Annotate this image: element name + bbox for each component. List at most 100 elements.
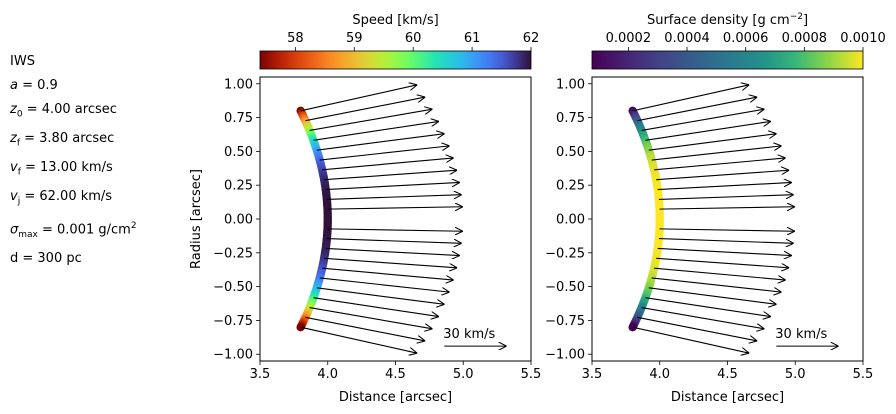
y-tick-label: −0.50 <box>545 280 585 295</box>
y-axis-label: Radius [arcsec] <box>189 169 204 269</box>
y-tick-label: 0.00 <box>556 213 585 228</box>
colorbar-label: Speed [km/s] <box>352 13 438 28</box>
y-tick-label: −1.00 <box>213 348 253 363</box>
param-symbol: z <box>10 131 17 147</box>
param-value: = 4.00 arcsec <box>22 102 117 118</box>
colorbar-tick-label: 60 <box>405 31 422 46</box>
velocity-arrow <box>316 287 445 305</box>
velocity-arrow <box>632 85 750 112</box>
param-title: IWS <box>10 54 35 69</box>
param-symbol: z <box>10 102 17 118</box>
param-line: z0 = 4.00 arcsec <box>10 98 137 127</box>
key-label: 30 km/s <box>443 327 495 342</box>
x-tick-label: 4.0 <box>649 367 670 382</box>
colorbar-tick-label: 0.0002 <box>606 31 652 46</box>
chart-panel-1: 58 59 60 61 62 Speed [km/s] 30 km/s 3.5 4.0 4.5 5.… <box>189 13 541 405</box>
velocity-arrow <box>641 109 765 131</box>
data-point <box>296 322 305 332</box>
velocity-arrow <box>322 158 454 171</box>
param-superscript: 2 <box>130 220 137 231</box>
velocity-arrow <box>654 158 786 171</box>
colorbar-tick-label: 0.0010 <box>840 31 886 46</box>
param-subscript: f <box>16 138 20 149</box>
velocity-arrow <box>645 121 770 141</box>
velocity-arrow <box>305 316 425 341</box>
param-value: = 0.001 g/cm <box>37 221 131 237</box>
x-tick-label: 4.0 <box>317 367 338 382</box>
velocity-arrow <box>326 195 462 200</box>
y-tick-label: −0.50 <box>213 280 253 295</box>
colorbar <box>591 50 864 70</box>
x-tick-label: 3.5 <box>250 367 271 382</box>
velocity-arrow <box>300 326 418 353</box>
param-lines: a = 0.9 z0 = 4.00 arcsec zf = 3.80 arcsec v… <box>10 74 137 247</box>
velocity-arrow <box>325 247 460 255</box>
velocity-arrow <box>651 277 782 292</box>
velocity-arrow <box>313 297 438 317</box>
x-tick-label: 4.5 <box>385 367 406 382</box>
param-symbol: σ <box>10 221 19 237</box>
colorbar-tick-label: 61 <box>464 31 481 46</box>
velocity-arrow <box>656 257 789 267</box>
param-subscript: 0 <box>16 110 23 120</box>
y-tick-label: −0.75 <box>213 314 253 329</box>
y-tick-label: 1.00 <box>224 77 253 92</box>
x-axis-label: Distance [arcsec] <box>339 390 452 405</box>
y-tick-label: 0.50 <box>556 145 585 160</box>
velocity-arrow <box>309 307 433 329</box>
velocity-arrow <box>648 287 777 305</box>
x-tick-label: 5.0 <box>453 367 474 382</box>
param-symbol: v <box>10 188 18 204</box>
velocity-arrow <box>322 267 454 280</box>
velocity-arrow <box>645 297 770 317</box>
y-tick-label: 0.25 <box>224 179 253 194</box>
param-line: zf = 3.80 arcsec <box>10 127 137 156</box>
param-line: σmax = 0.001 g/cm2 <box>10 214 137 247</box>
velocity-arrow <box>656 170 789 181</box>
plot-area <box>628 85 794 353</box>
param-value: = 13.00 km/s <box>20 160 113 175</box>
param-distance: d = 300 pc <box>10 250 82 266</box>
velocity-arrow <box>319 146 450 161</box>
param-subscript: j <box>17 196 21 207</box>
param-line: a = 0.9 <box>10 74 137 98</box>
velocity-arrow <box>316 134 445 151</box>
colorbar-label: Surface density [g cm−2] <box>647 12 808 28</box>
x-tick-label: 4.5 <box>717 367 738 382</box>
velocity-arrow <box>326 238 462 244</box>
colorbar-tick-label: 59 <box>346 31 363 46</box>
velocity-arrow <box>324 257 457 267</box>
velocity-arrow <box>637 316 757 341</box>
param-value: = 3.80 arcsec <box>20 131 115 147</box>
velocity-arrow <box>327 207 463 209</box>
y-tick-label: −0.25 <box>545 246 585 261</box>
velocity-arrow <box>313 121 438 141</box>
velocity-arrow <box>658 195 794 200</box>
velocity-arrow <box>637 97 757 122</box>
x-tick-label: 3.5 <box>582 367 603 382</box>
y-tick-label: −0.25 <box>213 246 253 261</box>
plot-area <box>296 85 462 353</box>
param-value: = 62.00 km/s <box>20 188 113 204</box>
param-line: vf = 13.00 km/s <box>10 156 137 185</box>
parameter-panel: IWS a = 0.9 z0 = 4.00 arcsec zf = 3.80 arc… <box>10 50 137 271</box>
param-value: = 0.9 <box>17 78 58 94</box>
y-tick-label: −0.75 <box>545 314 585 329</box>
y-tick-label: 0.50 <box>224 145 253 160</box>
velocity-arrow <box>324 170 457 181</box>
colorbar-tick-label: 58 <box>287 31 304 46</box>
param-line: vj = 62.00 km/s <box>10 185 137 214</box>
y-tick-label: 0.00 <box>224 213 253 228</box>
y-tick-label: −1.00 <box>545 348 585 363</box>
chart-panel-2: 0.0002 0.0004 0.0006 0.0008 0.0010 Surface de… <box>545 12 886 405</box>
param-subscript: max <box>18 229 38 240</box>
colorbar-tick-label: 0.0004 <box>664 31 710 46</box>
x-axis-label: Distance [arcsec] <box>671 390 784 405</box>
colorbar-label-text: Surface density [g cm <box>647 13 790 28</box>
colorbar-tick-label: 0.0006 <box>723 31 769 46</box>
velocity-arrow <box>319 277 450 292</box>
velocity-arrow <box>300 85 418 112</box>
y-tick-label: 0.25 <box>556 179 585 194</box>
param-subscript: f <box>17 167 21 178</box>
y-tick-label: 0.75 <box>224 111 253 126</box>
